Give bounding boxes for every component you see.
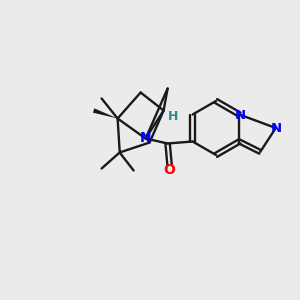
Text: H: H [167,110,178,123]
Polygon shape [93,108,118,118]
Text: N: N [235,109,246,122]
Text: N: N [140,130,152,145]
Text: N: N [271,122,282,134]
Text: O: O [164,164,176,178]
